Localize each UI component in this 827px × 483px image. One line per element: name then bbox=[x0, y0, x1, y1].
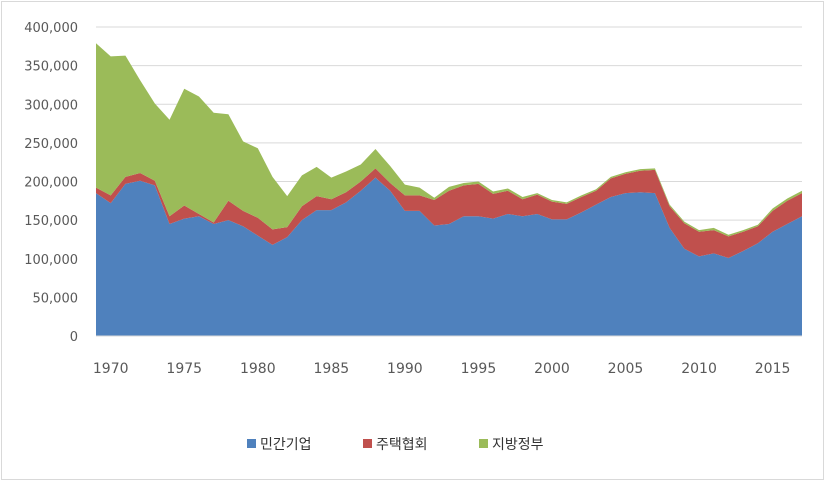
y-tick-label: 300,000 bbox=[24, 98, 78, 113]
x-tick-label: 2015 bbox=[755, 361, 791, 377]
legend-swatch bbox=[479, 439, 488, 448]
y-tick-label: 50,000 bbox=[33, 291, 79, 306]
legend: 민간기업 주택협회 지방정부 bbox=[247, 437, 544, 453]
legend-label: 주택협회 bbox=[376, 437, 428, 453]
x-tick-label: 1975 bbox=[166, 361, 202, 377]
x-tick-label: 2005 bbox=[608, 361, 644, 377]
x-tick-label: 1970 bbox=[93, 361, 129, 377]
y-tick-label: 350,000 bbox=[24, 60, 78, 75]
legend-label: 지방정부 bbox=[492, 437, 544, 453]
x-tick-label: 1980 bbox=[240, 361, 276, 377]
x-tick-label: 2010 bbox=[681, 361, 717, 377]
area-series-group bbox=[96, 43, 802, 336]
y-tick-label: 100,000 bbox=[24, 253, 78, 268]
area-series-3 bbox=[96, 43, 802, 237]
x-tick-labels: 1970 1975 1980 1985 1990 1995 2000 2005 2010 2015 bbox=[93, 361, 791, 377]
x-tick-label: 1995 bbox=[461, 361, 497, 377]
y-tick-label: 250,000 bbox=[24, 137, 78, 152]
y-tick-label: 0 bbox=[70, 330, 78, 345]
y-tick-label: 400,000 bbox=[24, 21, 78, 36]
legend-label: 민간기업 bbox=[260, 437, 312, 453]
y-tick-label: 150,000 bbox=[24, 214, 78, 229]
x-tick-label: 2000 bbox=[534, 361, 570, 377]
y-tick-label: 200,000 bbox=[24, 176, 78, 191]
area-series-2 bbox=[96, 168, 802, 258]
area-series-1 bbox=[96, 177, 802, 336]
legend-swatch bbox=[247, 439, 256, 448]
x-tick-label: 1985 bbox=[314, 361, 350, 377]
y-tick-labels: 0 50,000 100,000 150,000 200,000 250,000 300,0… bbox=[24, 21, 78, 345]
x-tick-label: 1990 bbox=[387, 361, 423, 377]
legend-swatch bbox=[363, 439, 372, 448]
